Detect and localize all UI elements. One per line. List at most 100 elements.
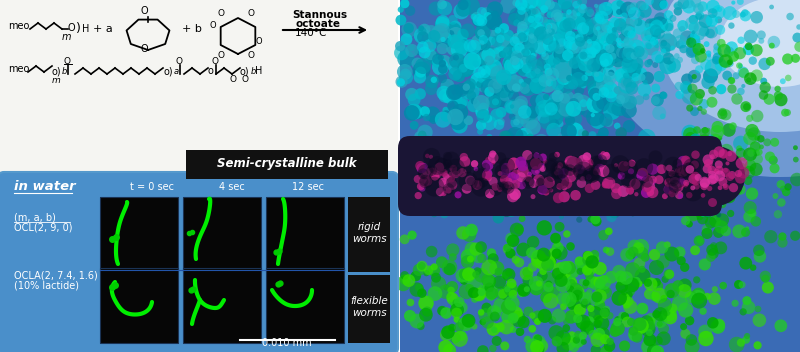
Circle shape (471, 12, 482, 22)
Circle shape (452, 331, 468, 347)
Circle shape (697, 33, 704, 40)
Circle shape (503, 46, 509, 53)
Circle shape (692, 175, 697, 180)
Circle shape (494, 27, 504, 37)
Circle shape (644, 289, 655, 300)
Circle shape (682, 125, 698, 142)
Circle shape (417, 31, 429, 43)
Circle shape (438, 60, 446, 67)
Circle shape (592, 40, 605, 53)
Circle shape (446, 188, 451, 194)
Circle shape (524, 336, 531, 343)
Circle shape (579, 52, 587, 59)
Circle shape (708, 86, 717, 95)
Circle shape (699, 307, 706, 315)
FancyBboxPatch shape (100, 268, 178, 343)
Circle shape (490, 207, 497, 214)
Circle shape (651, 51, 663, 63)
Circle shape (716, 213, 729, 227)
Circle shape (707, 166, 716, 174)
Circle shape (553, 193, 564, 203)
Circle shape (678, 278, 692, 292)
Circle shape (696, 213, 703, 220)
Circle shape (636, 247, 648, 259)
Circle shape (414, 48, 422, 55)
Circle shape (530, 340, 544, 352)
Circle shape (683, 185, 697, 199)
Circle shape (573, 140, 579, 146)
Circle shape (770, 138, 779, 147)
Circle shape (594, 13, 604, 23)
Circle shape (626, 53, 643, 69)
Circle shape (499, 131, 511, 143)
Circle shape (590, 105, 600, 114)
Circle shape (528, 262, 538, 272)
Circle shape (441, 190, 446, 196)
Circle shape (551, 39, 558, 46)
Circle shape (591, 61, 605, 75)
Circle shape (646, 186, 658, 198)
Circle shape (744, 30, 758, 44)
Circle shape (522, 150, 532, 160)
Circle shape (675, 180, 684, 189)
Circle shape (561, 124, 577, 140)
Circle shape (705, 59, 722, 76)
Circle shape (698, 106, 702, 111)
Circle shape (640, 175, 645, 180)
Circle shape (630, 33, 638, 41)
Circle shape (759, 82, 771, 93)
Circle shape (491, 36, 503, 47)
Circle shape (645, 0, 654, 5)
Circle shape (419, 175, 433, 188)
Circle shape (432, 205, 437, 210)
Circle shape (700, 178, 710, 188)
Circle shape (762, 275, 770, 283)
Circle shape (549, 152, 558, 162)
Circle shape (727, 210, 734, 217)
Circle shape (406, 298, 414, 306)
Circle shape (670, 57, 675, 62)
Circle shape (608, 70, 614, 76)
Circle shape (502, 55, 518, 70)
Circle shape (425, 49, 436, 60)
Circle shape (738, 63, 743, 68)
Circle shape (630, 178, 641, 190)
Circle shape (586, 95, 604, 113)
Circle shape (503, 209, 510, 216)
Circle shape (674, 82, 683, 90)
Circle shape (611, 101, 626, 116)
Circle shape (522, 63, 532, 74)
Circle shape (585, 276, 597, 288)
Circle shape (686, 165, 694, 174)
Circle shape (742, 166, 755, 178)
Circle shape (589, 88, 602, 101)
Circle shape (679, 26, 686, 32)
Circle shape (449, 52, 466, 69)
Circle shape (610, 53, 617, 60)
Circle shape (489, 345, 497, 352)
Circle shape (603, 40, 618, 55)
Circle shape (547, 37, 556, 45)
Circle shape (554, 170, 559, 175)
Circle shape (501, 300, 516, 315)
Circle shape (499, 158, 515, 174)
Text: b: b (251, 67, 256, 76)
Circle shape (512, 58, 523, 70)
Circle shape (678, 166, 689, 177)
Circle shape (482, 47, 499, 64)
Circle shape (670, 199, 678, 207)
Circle shape (680, 81, 692, 93)
Circle shape (676, 40, 684, 49)
Circle shape (501, 130, 514, 144)
Circle shape (530, 59, 543, 72)
Circle shape (582, 50, 591, 60)
Circle shape (401, 33, 412, 45)
Circle shape (578, 58, 590, 70)
Circle shape (570, 293, 580, 303)
Circle shape (518, 181, 526, 189)
Circle shape (526, 55, 537, 67)
Circle shape (584, 139, 591, 146)
Text: + b: + b (182, 24, 202, 34)
Circle shape (562, 324, 570, 332)
Circle shape (753, 150, 760, 156)
